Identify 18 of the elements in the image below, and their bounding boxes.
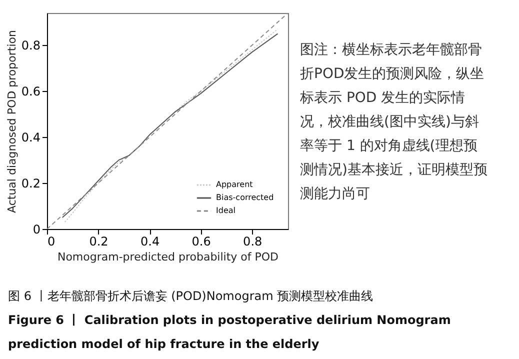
y-tick-label: 0.4 [21, 130, 40, 145]
legend-label: Bias-corrected [216, 193, 274, 202]
caption: 图 6 丨老年髋部骨折术后谵妄 (POD)Nomogram 预测模型校准曲线 [8, 288, 374, 305]
y-tick-label: 0.6 [21, 84, 40, 99]
caption: Figure 6 丨 Calibration plots in postoperative delirium Nomogram prediction model of hip fracture in the elderly [8, 312, 452, 353]
y-tick-label: 0 [32, 222, 40, 236]
x-tick-label: 0.6 [192, 234, 211, 248]
y-tick-label: 0.2 [21, 176, 40, 191]
y-tick-label: 0.8 [21, 38, 40, 53]
x-tick-label: 0.4 [140, 234, 160, 248]
x-tick-label: 0 [48, 234, 56, 248]
legend-label: Ideal [216, 206, 236, 215]
x-axis-title: Nomogram-predicted probability of POD [57, 250, 279, 264]
x-tick-label: 0.8 [243, 234, 262, 248]
legend-label: Apparent [216, 180, 253, 189]
x-tick-label: 0.2 [89, 234, 108, 248]
y-axis-title: Actual diagnosed POD proportion [5, 30, 18, 213]
text: 图注：横坐标表示老年髋部骨折POD发生的预测风险，纵坐标表示 POD 发生的实际情况，校准曲线(图中实线)与斜率等于 1 的对角虚线(理想预测情况)基本接近，证明模型预测能力尚可 [300, 41, 488, 204]
